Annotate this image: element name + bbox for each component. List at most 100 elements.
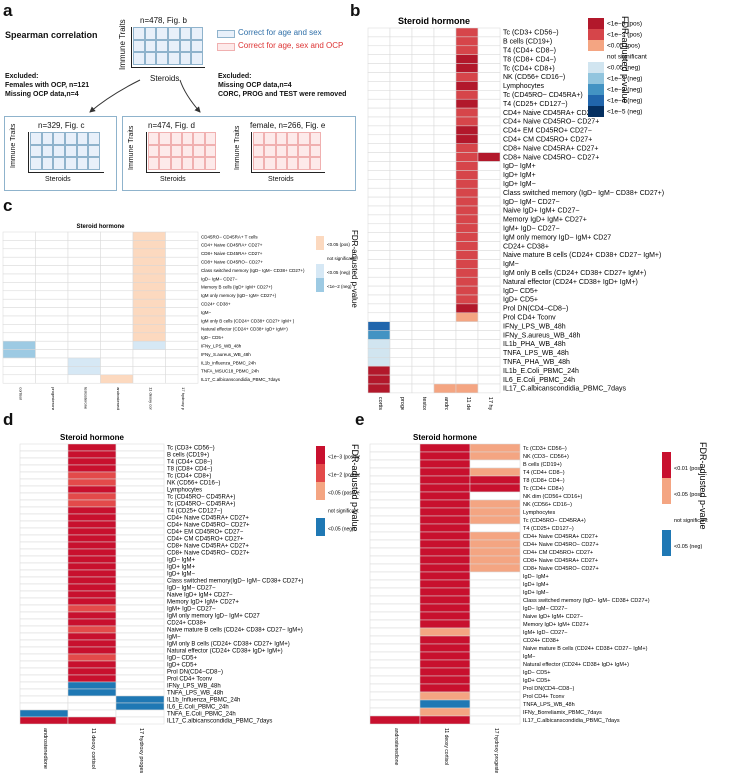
- schema-grid-cell: [65, 132, 77, 145]
- heatmap-cell: [115, 555, 165, 564]
- column-label: 17 hydroxy progesterone: [138, 728, 144, 773]
- schema-grid-cell: [30, 144, 42, 158]
- heatmap-cell: [67, 471, 117, 480]
- heatmap-cell: [67, 709, 117, 718]
- heatmap-cell: [115, 499, 165, 508]
- row-label: NK dim (CD56+ CD16+): [523, 494, 582, 500]
- column-label: 17 hydroxy progesterone: [181, 387, 186, 410]
- row-label: CD8+ Naive CD45RA+ CD27+: [167, 543, 249, 549]
- row-label: B cells (CD19+): [167, 452, 209, 458]
- heatmap-cell: [2, 282, 36, 292]
- heatmap-cell: [477, 107, 501, 118]
- heatmap-cell: [115, 639, 165, 648]
- heatmap-cell: [19, 660, 69, 669]
- heatmap-cell: [2, 324, 36, 334]
- schema-grid-cell: [133, 52, 145, 65]
- schema-grid-cell: [264, 132, 276, 145]
- row-label: IgM+ IgD− CD27−: [167, 606, 216, 612]
- row-label: Tc (CD45RO− CD45RA+): [167, 501, 235, 507]
- heatmap-cell: [469, 459, 521, 469]
- schema-grid-cell: [170, 132, 182, 145]
- legend-red-swatch: [217, 43, 235, 51]
- schema-grid-cell: [30, 132, 42, 145]
- heatmap-cell: [35, 248, 69, 258]
- heatmap-cell: [469, 491, 521, 501]
- heatmap-cell: [433, 321, 457, 331]
- heatmap-cell: [419, 635, 471, 645]
- heatmap-cell: [100, 282, 134, 292]
- heatmap-cell: [419, 651, 471, 661]
- heatmap-cell: [367, 72, 391, 82]
- heatmap-cell: [67, 548, 117, 557]
- heatmap-cell: [389, 116, 413, 127]
- heatmap-cell: [367, 45, 391, 55]
- row-label: Prol DN(CD4−CD8−): [503, 306, 568, 313]
- schema-grid-cell: [156, 39, 168, 53]
- heatmap-cell: [35, 298, 69, 308]
- row-label: Tc (CD3+ CD56−): [167, 445, 215, 451]
- heatmap-cell: [469, 539, 521, 549]
- row-label: T4 (CD4+ CD8−): [167, 459, 212, 465]
- heatmap-cell: [367, 107, 391, 118]
- legend-swatch: [588, 73, 604, 84]
- heatmap-cell: [411, 365, 435, 376]
- legend-label: <0.05 (pos): [674, 492, 702, 498]
- schema-grid-cell: [181, 157, 194, 170]
- heatmap-cell: [419, 531, 471, 541]
- column-label: androstenedione: [116, 387, 121, 410]
- column-label: 17 hydroxy progesterone: [487, 397, 493, 410]
- column-label: cortisol: [18, 387, 23, 400]
- row-label: T4 (CD25+ CD127−): [167, 508, 222, 514]
- heatmap-cell: [19, 471, 69, 480]
- heatmap-cell: [67, 513, 117, 522]
- heatmap-cell: [419, 699, 471, 709]
- row-label: IFNy_Borreliamix_PBMC_7days: [523, 710, 602, 716]
- legend-swatch: [588, 95, 604, 106]
- heatmap-cell: [100, 324, 134, 334]
- row-label: Naive IgD+ IgM+ CD27−: [167, 592, 233, 598]
- heatmap-cell: [477, 214, 501, 225]
- heatmap-cell: [19, 534, 69, 543]
- row-label: IL17_C.albicanscondidia_PBMC_7days: [503, 386, 626, 393]
- schema-grid-cell: [253, 132, 265, 145]
- heatmap-cell: [411, 232, 435, 242]
- heatmap-cell: [389, 250, 413, 260]
- heatmap-cell: [389, 27, 413, 38]
- heatmap-cell: [455, 179, 479, 189]
- row-label: T4 (CD4+ CD8−): [523, 470, 565, 476]
- legend-swatch: [588, 84, 604, 95]
- heatmap-cell: [2, 298, 36, 308]
- heatmap-cell: [419, 547, 471, 557]
- heatmap-cell: [433, 232, 457, 242]
- heatmap-cell: [165, 340, 199, 350]
- column-label: 11 deoxy cortisol: [443, 728, 449, 765]
- heatmap-cell: [369, 491, 421, 501]
- heatmap-cell: [2, 315, 36, 325]
- heatmap-cell: [19, 590, 69, 599]
- heatmap-cell: [115, 632, 165, 641]
- schema-grid-cell: [144, 52, 157, 65]
- heatmap-cell: [165, 349, 199, 359]
- heatmap-cell: [419, 611, 471, 621]
- heatmap-cell: [433, 45, 457, 55]
- heatmap-cell: [389, 303, 413, 314]
- row-label: TNFA_LPS_WB_48h: [523, 702, 575, 708]
- schema-grid-cell: [193, 157, 205, 170]
- heatmap-cell: [469, 563, 521, 573]
- heatmap-cell: [2, 290, 36, 300]
- heatmap-cell: [455, 276, 479, 287]
- heatmap-cell: [115, 660, 165, 669]
- heatmap-cell: [369, 619, 421, 629]
- legend-label: <0.05 (pos): [327, 242, 350, 247]
- schema-grid-cell: [309, 144, 321, 158]
- heatmap-cell: [19, 625, 69, 634]
- heatmap-cell: [469, 651, 521, 661]
- heatmap-cell: [369, 563, 421, 573]
- heatmap-cell: [455, 348, 479, 358]
- heatmap-cell: [67, 576, 117, 585]
- heatmap-cell: [369, 523, 421, 533]
- column-label: 11 deoxy cortisol: [90, 728, 96, 769]
- heatmap-cell: [411, 250, 435, 260]
- heatmap-cell: [367, 312, 391, 322]
- heatmap-cell: [469, 611, 521, 621]
